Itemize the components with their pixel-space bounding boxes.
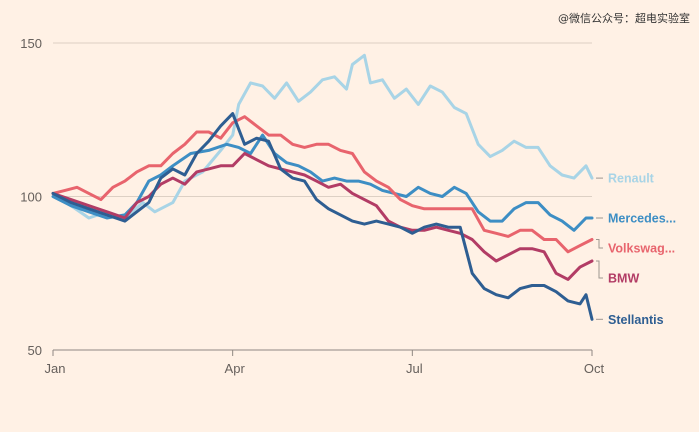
series-labels: Renault Mercedes... Volkswag... BMW Stellant…: [596, 172, 676, 327]
x-tick-label: Jan: [45, 361, 66, 376]
y-tick-label: 50: [28, 343, 42, 358]
series-label: Mercedes...: [608, 211, 676, 225]
label-leader-line: [596, 239, 603, 249]
series-label: BMW: [608, 271, 639, 285]
x-tick-label: Apr: [225, 361, 246, 376]
watermark-text: @微信公众号：超电实验室: [558, 11, 690, 25]
series-label: Renault: [608, 172, 655, 186]
axis-labels: 50 100 150 Jan Apr Jul Oct: [20, 36, 604, 376]
x-tick-label: Jul: [406, 361, 423, 376]
x-tick-label: Oct: [584, 361, 605, 376]
y-tick-label: 150: [20, 36, 42, 51]
series-line: [51, 112, 594, 321]
series-line: [51, 133, 594, 232]
label-leader-line: [596, 260, 603, 279]
series-line: [51, 115, 594, 254]
series-line: [51, 152, 594, 281]
series-lines: [51, 53, 594, 321]
series-line: [51, 53, 594, 220]
series-label: Volkswag...: [608, 241, 675, 255]
y-tick-label: 100: [20, 190, 42, 205]
grid-lines: [53, 42, 592, 351]
series-label: Stellantis: [608, 313, 664, 327]
